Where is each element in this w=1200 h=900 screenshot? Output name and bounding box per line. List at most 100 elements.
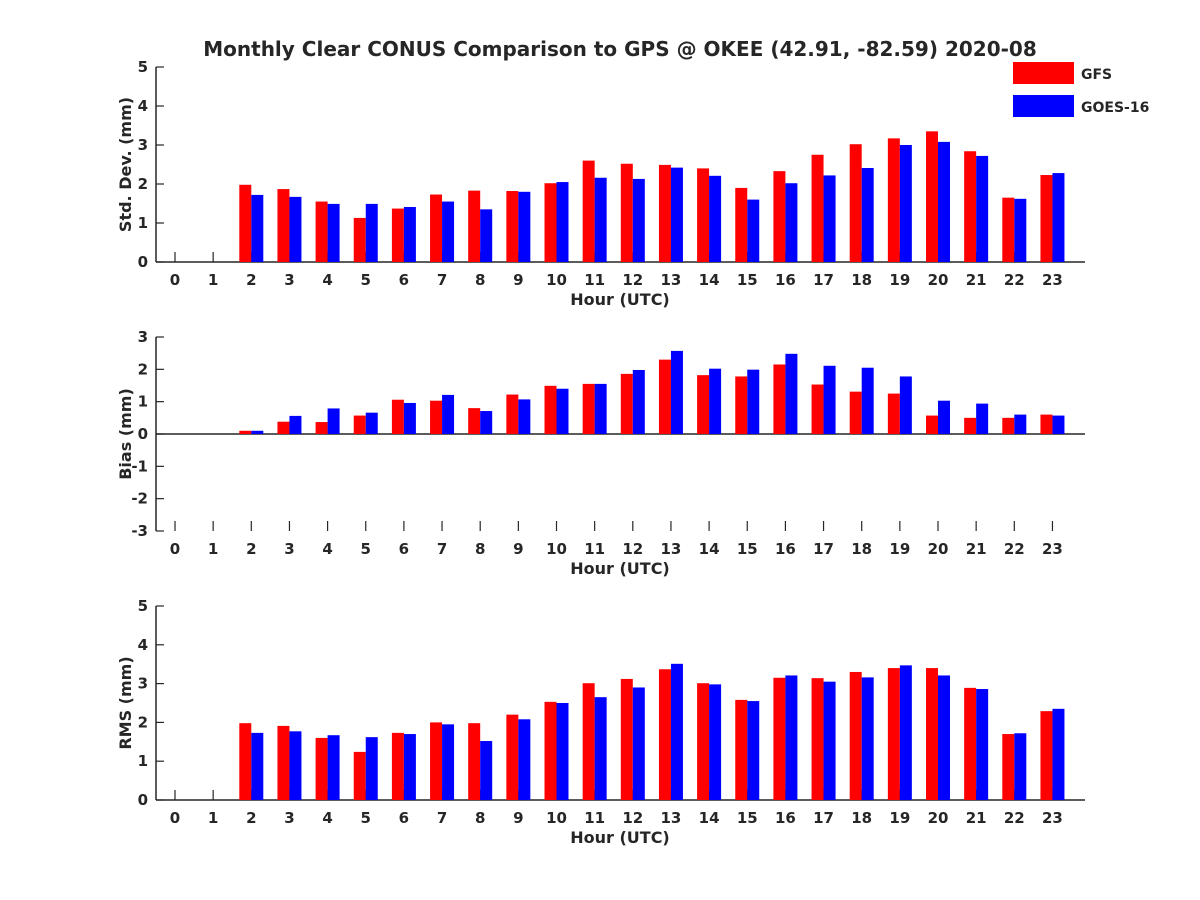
y-tick-label: -1 xyxy=(131,457,148,475)
bar-goes-16-hour-10 xyxy=(556,703,569,800)
bar-goes-16-hour-3 xyxy=(289,731,302,800)
bar-gfs-hour-4 xyxy=(315,201,328,262)
bar-goes-16-hour-15 xyxy=(747,369,760,434)
bar-goes-16-hour-20 xyxy=(938,675,950,800)
x-tick-label: 0 xyxy=(170,271,180,289)
legend: GFS GOES-16 xyxy=(1013,62,1149,117)
y-tick-label: 1 xyxy=(138,752,148,770)
bar-gfs-hour-10 xyxy=(544,701,557,800)
x-tick-label: 7 xyxy=(437,540,447,558)
bar-goes-16-hour-22 xyxy=(1014,198,1027,262)
x-tick-label: 15 xyxy=(737,271,758,289)
bar-gfs-hour-2 xyxy=(239,723,252,800)
bar-goes-16-hour-6 xyxy=(403,207,416,262)
bar-goes-16-hour-5 xyxy=(365,737,378,800)
bar-goes-16-hour-12 xyxy=(632,369,645,434)
x-tick-label: 7 xyxy=(437,271,447,289)
bar-gfs-hour-2 xyxy=(239,430,252,434)
bar-goes-16-hour-9 xyxy=(518,399,531,434)
x-tick-label: 19 xyxy=(889,271,910,289)
bar-goes-16-hour-21 xyxy=(976,403,989,434)
bar-goes-16-hour-4 xyxy=(327,408,340,434)
x-tick-label: 14 xyxy=(699,540,720,558)
x-tick-label: 10 xyxy=(546,540,567,558)
bar-goes-16-hour-13 xyxy=(670,663,683,800)
x-tick-label: 0 xyxy=(170,809,180,827)
bar-gfs-hour-6 xyxy=(391,399,404,434)
bar-gfs-hour-3 xyxy=(277,421,290,434)
x-tick-label: 20 xyxy=(928,809,949,827)
bar-gfs-hour-22 xyxy=(1002,417,1015,434)
y-axis-label: RMS (mm) xyxy=(116,656,135,749)
bar-goes-16-hour-21 xyxy=(976,155,989,262)
bar-gfs-hour-13 xyxy=(658,164,671,262)
bar-goes-16-hour-5 xyxy=(365,412,378,434)
y-tick-label: 3 xyxy=(138,328,148,346)
y-tick-label: -3 xyxy=(131,522,148,540)
bar-gfs-hour-5 xyxy=(353,415,366,434)
x-tick-label: 8 xyxy=(475,809,485,827)
bar-goes-16-hour-7 xyxy=(442,201,455,262)
y-tick-label: 5 xyxy=(138,597,148,615)
x-tick-label: 22 xyxy=(1004,271,1025,289)
bar-gfs-hour-6 xyxy=(391,208,404,262)
y-tick-label: 3 xyxy=(138,675,148,693)
y-tick-label: 2 xyxy=(138,360,148,378)
x-tick-label: 23 xyxy=(1042,271,1063,289)
y-tick-label: -2 xyxy=(131,490,148,508)
bar-gfs-hour-20 xyxy=(926,131,938,262)
x-tick-label: 5 xyxy=(361,540,371,558)
y-axis-label: Std. Dev. (mm) xyxy=(116,97,135,232)
x-tick-label: 21 xyxy=(966,809,987,827)
bar-gfs-hour-19 xyxy=(887,138,900,262)
legend-label-gfs: GFS xyxy=(1081,67,1112,83)
x-tick-label: 11 xyxy=(584,809,605,827)
x-tick-label: 21 xyxy=(966,271,987,289)
x-tick-label: 12 xyxy=(622,271,643,289)
x-tick-label: 19 xyxy=(889,540,910,558)
bar-gfs-hour-10 xyxy=(544,385,557,434)
bar-goes-16-hour-19 xyxy=(899,145,912,262)
x-tick-label: 16 xyxy=(775,809,796,827)
bar-goes-16-hour-4 xyxy=(327,735,340,800)
bar-goes-16-hour-23 xyxy=(1052,173,1065,262)
bar-gfs-hour-12 xyxy=(620,163,633,262)
y-tick-label: 0 xyxy=(138,253,148,271)
x-tick-label: 23 xyxy=(1042,540,1063,558)
legend-swatch-gfs xyxy=(1013,62,1074,84)
y-tick-label: 0 xyxy=(138,791,148,809)
bar-gfs-hour-23 xyxy=(1040,414,1053,434)
bar-gfs-hour-16 xyxy=(773,364,786,434)
bar-goes-16-hour-11 xyxy=(594,177,607,262)
bar-goes-16-hour-18 xyxy=(861,677,874,800)
x-tick-label: 2 xyxy=(246,540,256,558)
bar-goes-16-hour-17 xyxy=(823,365,836,434)
x-tick-label: 13 xyxy=(661,271,682,289)
bar-gfs-hour-11 xyxy=(582,160,595,262)
x-tick-label: 9 xyxy=(513,809,523,827)
bar-goes-16-hour-16 xyxy=(785,675,798,800)
x-tick-label: 4 xyxy=(322,809,332,827)
y-tick-label: 2 xyxy=(138,713,148,731)
x-tick-label: 15 xyxy=(737,809,758,827)
x-tick-label: 14 xyxy=(699,271,720,289)
x-tick-label: 1 xyxy=(208,809,218,827)
bar-goes-16-hour-3 xyxy=(289,415,302,434)
bar-gfs-hour-18 xyxy=(849,671,862,800)
bar-goes-16-hour-11 xyxy=(594,383,607,434)
bar-gfs-hour-15 xyxy=(735,699,748,800)
bar-goes-16-hour-14 xyxy=(709,368,722,434)
bar-goes-16-hour-19 xyxy=(899,376,912,434)
bar-gfs-hour-11 xyxy=(582,683,595,800)
bar-gfs-hour-16 xyxy=(773,171,786,262)
x-tick-label: 5 xyxy=(361,809,371,827)
bar-gfs-hour-7 xyxy=(430,722,443,800)
x-tick-label: 22 xyxy=(1004,809,1025,827)
bar-gfs-hour-22 xyxy=(1002,734,1015,800)
bar-gfs-hour-23 xyxy=(1040,175,1053,262)
legend-label-goes16: GOES-16 xyxy=(1081,100,1149,116)
bar-gfs-hour-14 xyxy=(697,683,710,800)
x-tick-label: 16 xyxy=(775,271,796,289)
bar-goes-16-hour-17 xyxy=(823,681,836,800)
